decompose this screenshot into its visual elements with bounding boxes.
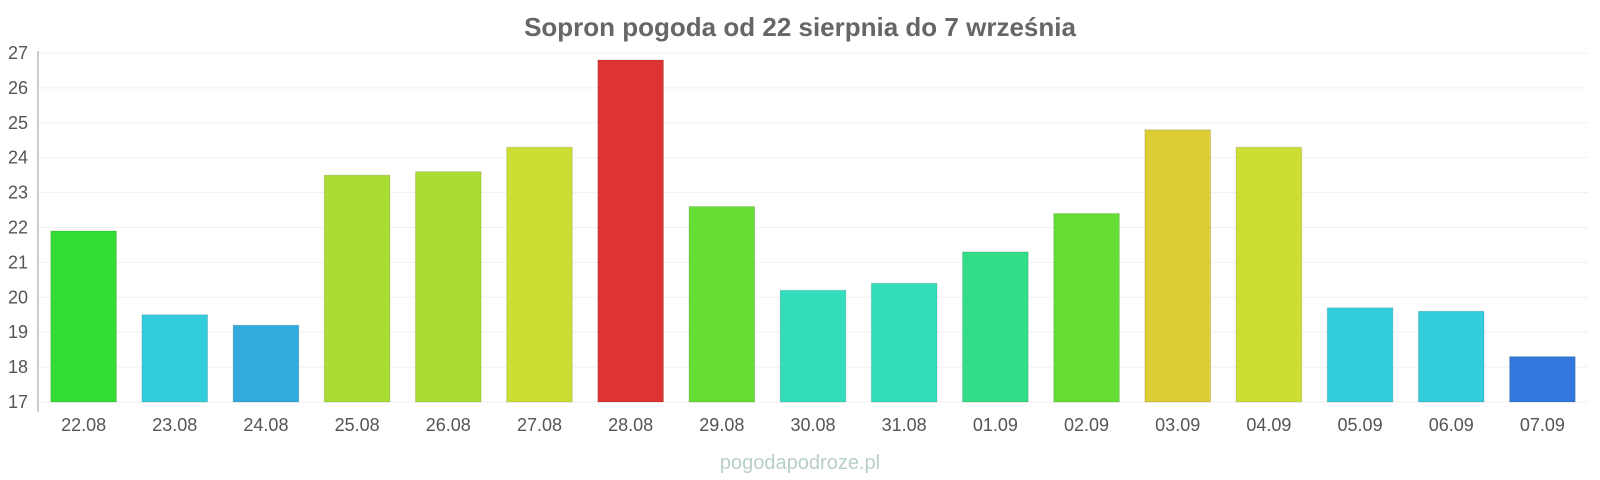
bar-31.08	[870, 282, 938, 403]
y-tick-label: 18	[8, 357, 28, 377]
x-tick-label: 03.09	[1155, 415, 1200, 435]
x-tick-label: 23.08	[152, 415, 197, 435]
x-tick-label: 24.08	[243, 415, 288, 435]
bar-22.08	[50, 230, 117, 403]
bar-30.08	[779, 289, 847, 403]
y-tick-label: 24	[8, 148, 28, 168]
y-tick-label: 19	[8, 322, 28, 342]
bars	[50, 59, 1576, 403]
x-tick-label: 31.08	[882, 415, 927, 435]
bar-07.09	[1509, 356, 1576, 403]
bar-05.09	[1326, 307, 1394, 403]
bar-25.08	[323, 174, 391, 403]
bar-01.09	[962, 251, 1029, 403]
y-axis-ticks: 17 18 19 20 21 22 23 24 25 26 27	[8, 43, 28, 412]
bar-29.08	[688, 206, 756, 403]
bar-03.09	[1144, 129, 1212, 403]
y-tick-label: 21	[8, 252, 28, 272]
x-tick-label: 01.09	[973, 415, 1018, 435]
y-tick-label: 25	[8, 113, 28, 133]
x-tick-label: 29.08	[699, 415, 744, 435]
bar-04.09	[1235, 146, 1303, 403]
x-tick-label: 05.09	[1338, 415, 1383, 435]
y-tick-label: 26	[8, 78, 28, 98]
x-tick-label: 25.08	[335, 415, 380, 435]
bar-23.08	[141, 314, 209, 403]
x-tick-label: 30.08	[790, 415, 835, 435]
x-tick-label: 06.09	[1429, 415, 1474, 435]
y-tick-label: 17	[8, 392, 28, 412]
x-tick-label: 07.09	[1520, 415, 1565, 435]
x-tick-label: 02.09	[1064, 415, 1109, 435]
x-tick-label: 26.08	[426, 415, 471, 435]
y-tick-label: 27	[8, 43, 28, 63]
watermark: pogodapodroze.pl	[720, 452, 880, 474]
bar-24.08	[232, 324, 300, 403]
x-tick-label: 27.08	[517, 415, 562, 435]
y-tick-label: 22	[8, 218, 28, 238]
y-tick-label: 20	[8, 287, 28, 307]
x-tick-label: 28.08	[608, 415, 653, 435]
chart-title: Sopron pogoda od 22 sierpnia do 7 wrześn…	[524, 12, 1076, 42]
x-tick-label: 22.08	[61, 415, 106, 435]
bar-26.08	[414, 171, 482, 403]
x-axis-ticks: 22.08 23.08 24.08 25.08 26.08 27.08 28.08 29.08…	[61, 415, 1565, 435]
x-tick-label: 04.09	[1246, 415, 1291, 435]
bar-27.08	[506, 146, 573, 403]
y-tick-label: 23	[8, 183, 28, 203]
bar-02.09	[1053, 213, 1120, 403]
bar-28.08	[597, 59, 664, 403]
bar-06.09	[1417, 310, 1485, 403]
